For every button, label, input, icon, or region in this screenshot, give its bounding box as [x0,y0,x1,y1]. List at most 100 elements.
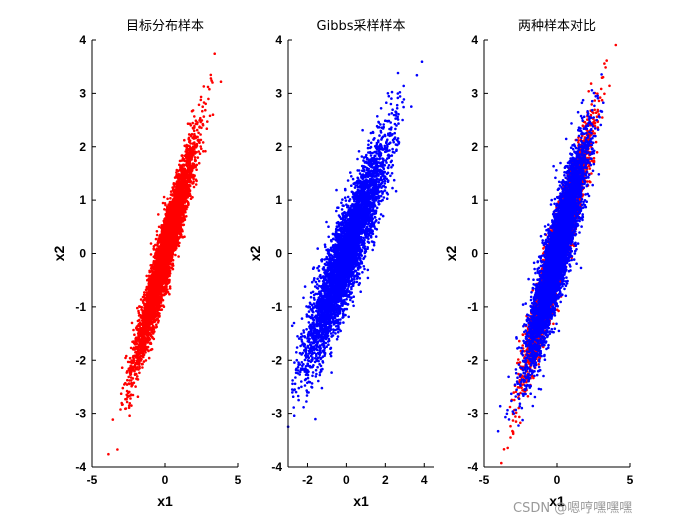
data-point [174,254,177,257]
data-point [144,330,147,333]
data-point [132,329,135,332]
data-point [157,213,160,216]
data-point [199,152,202,155]
data-point [169,218,172,221]
data-point [201,110,204,113]
data-point [129,402,132,405]
data-point [209,115,212,118]
data-point [154,244,157,247]
data-point [155,323,158,326]
data-point [155,313,158,316]
data-point [169,287,172,290]
data-point [139,357,142,360]
data-point [183,208,186,211]
data-point [168,223,171,226]
data-point [144,333,147,336]
data-point [139,359,142,362]
data-point [162,260,165,263]
data-point [143,291,146,294]
data-point [121,366,124,369]
data-point [160,296,163,299]
data-point [194,159,197,162]
data-point [169,197,172,200]
data-point [196,136,199,139]
data-point [163,196,166,199]
data-point [179,209,182,212]
data-point [150,349,153,352]
data-point [181,154,184,157]
data-point [169,213,172,216]
data-point [167,236,170,239]
data-point [193,152,196,155]
data-point [175,215,178,218]
data-point [185,169,188,172]
data-point [142,317,145,320]
data-point [140,298,143,301]
data-point [167,215,170,218]
data-point [145,289,148,292]
data-point [185,215,188,218]
data-point [148,293,151,296]
data-point [131,322,134,325]
data-point [155,326,158,329]
data-point [133,359,136,362]
data-point [140,345,143,348]
data-point [171,186,174,189]
data-point [166,198,169,201]
data-point [198,162,201,165]
data-point [190,173,193,176]
data-point [166,218,169,221]
data-point [181,203,184,206]
data-point [123,383,126,386]
data-point [201,105,204,108]
data-point [152,312,155,315]
data-point [186,200,189,203]
data-point [152,282,155,285]
data-point [193,115,196,118]
data-point [155,306,158,309]
data-point [156,230,159,233]
data-point [146,304,149,307]
data-point [187,158,190,161]
data-point [149,335,152,338]
data-point [147,334,150,337]
data-point [133,382,136,385]
data-point [137,395,140,398]
data-point [160,271,163,274]
data-point [182,171,185,174]
data-point [157,284,160,287]
data-point [149,321,152,324]
data-point [193,137,196,140]
data-point [194,135,197,138]
data-point [164,275,167,278]
data-point [143,298,146,301]
data-point [165,257,168,260]
data-point [191,175,194,178]
data-point [176,196,179,199]
data-point [147,317,150,320]
data-point [126,401,129,404]
data-point [194,156,197,159]
data-point [179,167,182,170]
data-point [161,232,164,235]
data-point [173,222,176,225]
data-point [151,337,154,340]
data-point [158,315,161,318]
data-point [170,234,173,237]
data-point [154,265,157,268]
data-point [150,284,153,287]
data-point [157,279,160,282]
data-point [176,173,179,176]
data-point [189,142,192,145]
data-point [141,366,144,369]
data-point [126,371,129,374]
data-point [180,230,183,233]
data-point [176,169,179,172]
data-point [138,312,141,315]
data-point [154,297,157,300]
data-point [158,252,161,255]
data-point [136,361,139,364]
data-point [133,348,136,351]
data-point [176,192,179,195]
